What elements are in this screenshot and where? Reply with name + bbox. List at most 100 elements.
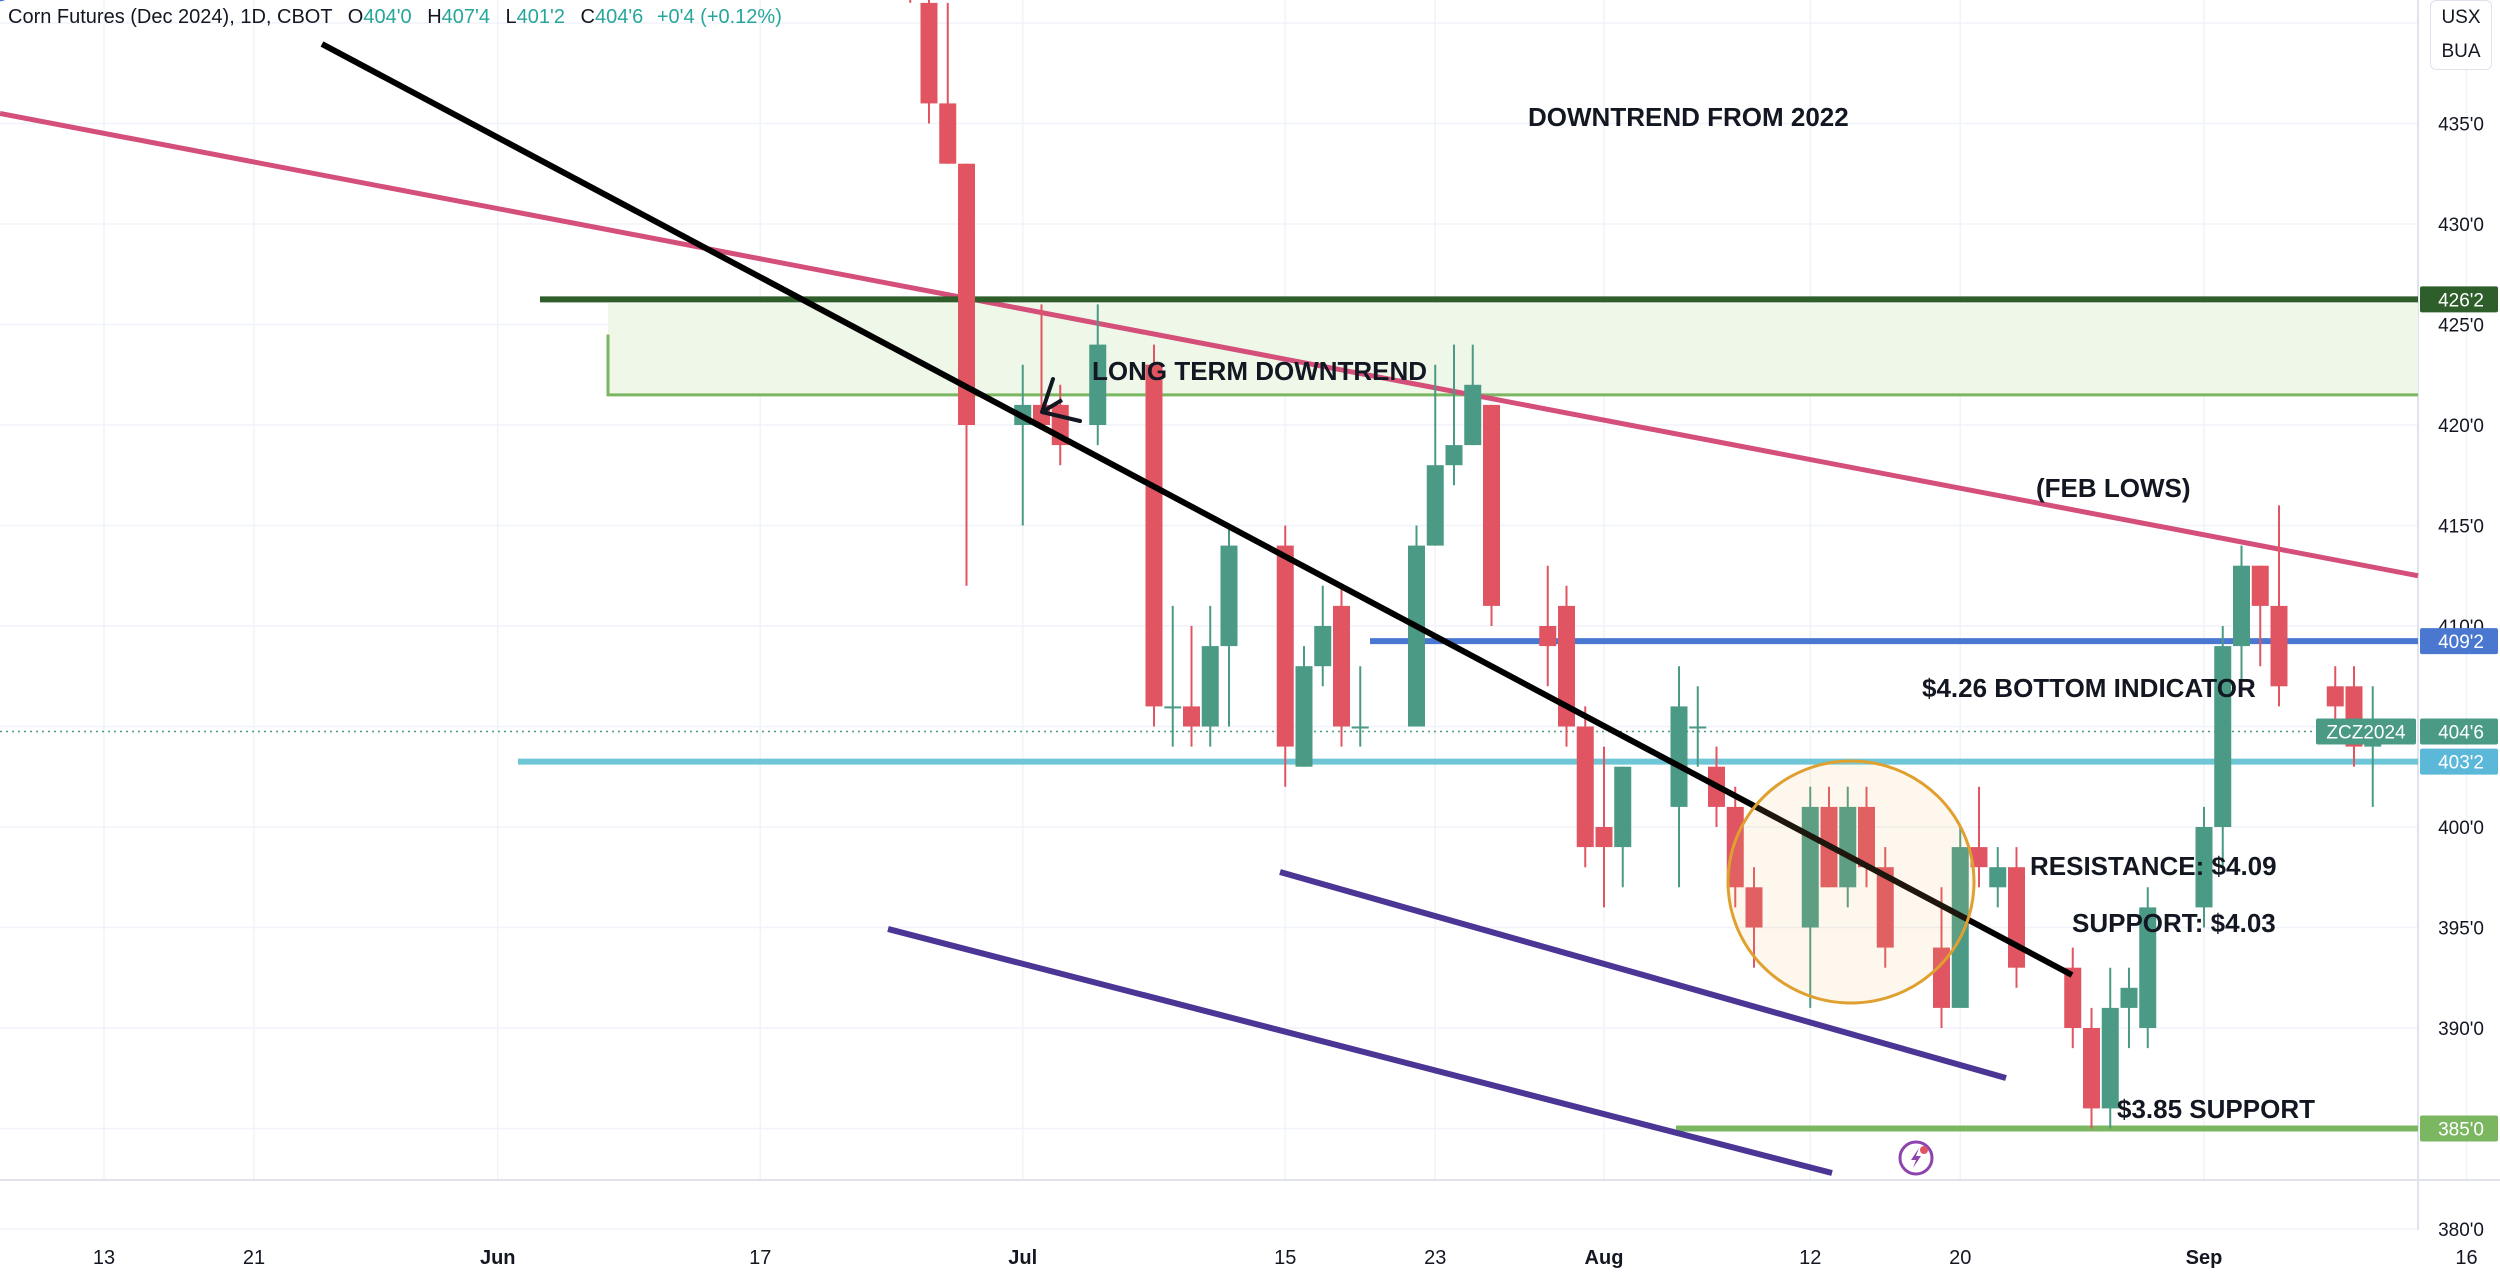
candle xyxy=(1839,786,1857,908)
time-tick-label: 15 xyxy=(1274,1247,1296,1269)
candle xyxy=(2101,967,2119,1129)
candle xyxy=(1089,304,1107,446)
candle xyxy=(1989,847,2007,908)
candle xyxy=(1726,786,1744,908)
candle-body xyxy=(2195,827,2213,908)
symbol-tag xyxy=(2316,718,2416,745)
candle-body xyxy=(939,103,957,164)
price-tag-bottom_indicator xyxy=(2420,286,2498,313)
candle-body xyxy=(1483,404,1500,606)
zone-layer xyxy=(606,303,2418,397)
price-tag-support xyxy=(2420,748,2498,775)
candle xyxy=(1295,646,1313,767)
currency-usx[interactable]: USX xyxy=(2441,7,2481,28)
candle xyxy=(2214,626,2232,868)
candle xyxy=(1745,867,1763,968)
long-term-downtrend-line xyxy=(320,41,2074,978)
candle xyxy=(1933,887,1950,1028)
candle xyxy=(1333,585,1350,747)
overlay-layer xyxy=(320,41,2074,1005)
candle-body xyxy=(1276,545,1294,747)
candle-body xyxy=(1670,706,1688,807)
candle xyxy=(1051,384,1069,466)
candle-body xyxy=(2064,967,2082,1028)
annotation-feb-lows: (FEB LOWS) xyxy=(2036,473,2191,503)
price-axis[interactable]: 380'0385'0390'0395'0400'0405'0410'0415'0… xyxy=(2316,0,2498,1241)
annotation-resistance: RESISTANCE: $4.09 xyxy=(2030,851,2277,881)
price-tag-support_385 xyxy=(2420,1115,2498,1142)
candle-body xyxy=(2101,1007,2119,1109)
candle-body xyxy=(1351,726,1369,729)
last-price-tag xyxy=(2420,718,2498,745)
annotation-downtrend-2022: DOWNTREND FROM 2022 xyxy=(1528,102,1849,132)
high-label: H xyxy=(427,6,442,28)
candle xyxy=(939,2,957,164)
candle-body xyxy=(1333,605,1350,727)
candle-body xyxy=(1201,646,1219,727)
candle-body xyxy=(1295,666,1313,767)
candle-body xyxy=(1089,344,1107,425)
time-tick-label: 12 xyxy=(1799,1247,1821,1269)
candle xyxy=(1351,666,1369,747)
time-tick-label: Jul xyxy=(1008,1247,1037,1269)
candle xyxy=(2270,505,2288,707)
currency-unit-selector[interactable]: USX BUA xyxy=(2430,0,2492,70)
high-value: 407'4 xyxy=(441,6,490,28)
price-tag-resistance xyxy=(2420,628,2498,655)
candle xyxy=(1876,847,1894,968)
candle xyxy=(1426,364,1444,546)
candle xyxy=(2251,565,2269,667)
highlight-circle xyxy=(1726,759,1976,1005)
annotation-385-support: $3.85 SUPPORT xyxy=(2117,1094,2315,1124)
candle xyxy=(920,0,938,124)
candle-body xyxy=(1145,364,1163,707)
close-label: C xyxy=(580,6,595,28)
candle xyxy=(1145,344,1163,727)
time-tick-label: 16 xyxy=(2455,1247,2477,1269)
low-label: L xyxy=(505,6,517,28)
bottom-indicator-zone-border xyxy=(606,334,2418,397)
unit-bua[interactable]: BUA xyxy=(2441,41,2481,62)
candle xyxy=(1670,666,1688,888)
candle-body xyxy=(1858,806,1875,868)
time-tick-label: 23 xyxy=(1424,1247,1446,1269)
price-tick-label: 425'0 xyxy=(2438,316,2484,337)
price-tag-label-support_385: 385'0 xyxy=(2438,1120,2484,1141)
lightning-icon[interactable] xyxy=(1898,1140,1934,1176)
symbol-tag-label: ZCZ2024 xyxy=(2326,723,2406,744)
price-tick-label: 415'0 xyxy=(2438,517,2484,538)
candle-body xyxy=(920,2,938,104)
price-tick-label: 395'0 xyxy=(2438,919,2484,940)
candle-body xyxy=(1876,867,1894,948)
low-value: 401'2 xyxy=(516,6,565,28)
candle xyxy=(1445,344,1463,486)
candle xyxy=(1858,786,1875,888)
candle xyxy=(1539,565,1557,687)
candle xyxy=(1558,585,1575,747)
candle xyxy=(1576,706,1594,868)
arrow-shaft xyxy=(1040,398,1064,414)
candle xyxy=(1220,525,1238,727)
candle xyxy=(1276,525,1294,787)
candle xyxy=(1314,585,1332,687)
candle xyxy=(2008,847,2025,988)
symbol-title[interactable]: Corn Futures (Dec 2024), 1D, CBOT xyxy=(8,6,333,28)
candle-body xyxy=(2120,987,2138,1008)
candle-layer xyxy=(909,0,2382,1129)
candle xyxy=(1164,605,1182,747)
candle xyxy=(2120,967,2138,1049)
open-value: 404'0 xyxy=(363,6,412,28)
pink-trendline xyxy=(0,110,2419,579)
candle-body xyxy=(1558,605,1575,727)
chart-header: Corn Futures (Dec 2024), 1D, CBOT O404'0… xyxy=(8,6,782,29)
change-value: +0'4 (+0.12%) xyxy=(656,6,782,28)
candle xyxy=(2364,686,2382,807)
time-tick-label: 17 xyxy=(749,1247,771,1269)
candle-body xyxy=(1183,706,1200,727)
candle-body xyxy=(1426,465,1444,546)
time-tick-label: 21 xyxy=(243,1247,265,1269)
time-axis[interactable]: 1321Jun17Jul1523Aug1220Sep16Oct14 xyxy=(93,1247,2500,1269)
candle xyxy=(909,0,912,3)
candle xyxy=(1183,626,1200,747)
